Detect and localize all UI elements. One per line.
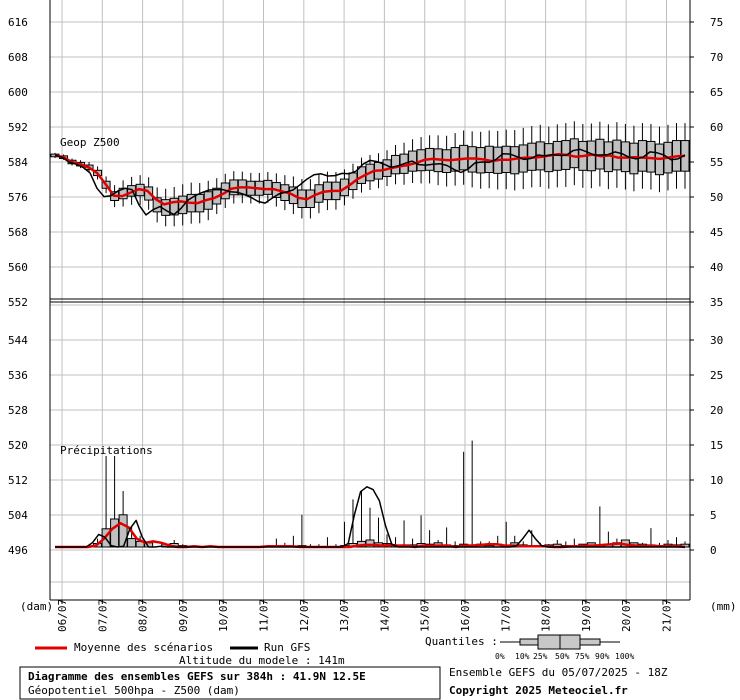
right-tick-label: 25 bbox=[710, 369, 723, 382]
quantile-tick-label: 100% bbox=[615, 652, 634, 661]
legend-mean-label: Moyenne des scénarios bbox=[74, 641, 213, 654]
right-tick-label: 55 bbox=[710, 156, 723, 169]
date-label: 19/07 bbox=[580, 599, 593, 632]
left-tick-label: 560 bbox=[8, 261, 28, 274]
date-axis: 06/07 07/07 08/07 09/07 10/07 11/07 12/07 13/07… bbox=[56, 599, 674, 632]
right-tick-label: 40 bbox=[710, 261, 723, 274]
left-tick-label: 568 bbox=[8, 226, 28, 239]
right-tick-label: 60 bbox=[710, 121, 723, 134]
left-unit: (dam) bbox=[20, 600, 53, 613]
quantile-tick-label: 25% bbox=[533, 652, 548, 661]
plot-area bbox=[50, 0, 690, 600]
left-axis: 616 608 600 592 584 576 568 560 552 544 536 528 520 5… bbox=[8, 16, 28, 557]
left-tick-label: 528 bbox=[8, 404, 28, 417]
precip-box bbox=[110, 518, 120, 548]
right-tick-label: 0 bbox=[710, 544, 717, 557]
left-tick-label: 600 bbox=[8, 86, 28, 99]
right-tick-label: 15 bbox=[710, 439, 723, 452]
left-tick-label: 536 bbox=[8, 369, 28, 382]
left-tick-label: 592 bbox=[8, 121, 28, 134]
precip-gfs-line bbox=[55, 486, 685, 548]
quantile-tick-label: 75% bbox=[575, 652, 590, 661]
quantile-tick-label: 0% bbox=[495, 652, 505, 661]
footer-subtitle: Géopotentiel 500hpa - Z500 (dam) bbox=[28, 684, 240, 697]
z500-box bbox=[391, 154, 401, 175]
copyright: Copyright 2025 Meteociel.fr bbox=[449, 684, 628, 697]
z500-box bbox=[637, 140, 647, 172]
date-label: 18/07 bbox=[540, 599, 553, 632]
z500-box bbox=[161, 199, 171, 216]
ensemble-label: Ensemble GEFS du 05/07/2025 - 18Z bbox=[449, 666, 668, 679]
z500-mean-line bbox=[54, 152, 686, 206]
date-label: 17/07 bbox=[499, 599, 512, 632]
quantile-key: 0% 10% 25% 50% 75% 90% 100% bbox=[495, 634, 634, 661]
footer-title: Diagramme des ensembles GEFS sur 384h : … bbox=[28, 670, 366, 683]
z500-box bbox=[544, 143, 554, 173]
date-label: 10/07 bbox=[217, 599, 230, 632]
z500-box bbox=[152, 197, 162, 213]
geop-label: Geop Z500 bbox=[60, 136, 120, 149]
left-tick-label: 496 bbox=[8, 544, 28, 557]
date-label: 13/07 bbox=[338, 599, 351, 632]
series-lines bbox=[54, 148, 686, 549]
quantile-tick-labels: 0% 10% 25% 50% 75% 90% 100% bbox=[495, 652, 634, 661]
right-tick-label: 20 bbox=[710, 404, 723, 417]
left-tick-label: 512 bbox=[8, 474, 28, 487]
z500-box bbox=[612, 139, 622, 171]
left-tick-label: 576 bbox=[8, 191, 28, 204]
z500-box bbox=[263, 179, 273, 195]
right-tick-label: 45 bbox=[710, 226, 723, 239]
right-tick-label: 5 bbox=[710, 509, 717, 522]
date-label: 08/07 bbox=[137, 599, 150, 632]
altitude-label: Altitude du modele : 141m bbox=[179, 654, 345, 667]
left-tick-label: 584 bbox=[8, 156, 28, 169]
date-label: 20/07 bbox=[620, 599, 633, 632]
right-tick-label: 70 bbox=[710, 51, 723, 64]
legend-gfs-label: Run GFS bbox=[264, 641, 310, 654]
quantiles-label: Quantiles : bbox=[425, 635, 498, 648]
left-tick-label: 544 bbox=[8, 334, 28, 347]
precip-box bbox=[365, 539, 375, 548]
footer-box bbox=[19, 666, 441, 700]
quantile-tick-label: 90% bbox=[595, 652, 610, 661]
precip-box bbox=[127, 538, 137, 548]
left-tick-label: 608 bbox=[8, 51, 28, 64]
z500-gfs-line bbox=[54, 148, 686, 216]
quantile-tick-label: 10% bbox=[515, 652, 530, 661]
right-tick-label: 10 bbox=[710, 474, 723, 487]
quantile-key-outer-high bbox=[579, 638, 601, 646]
date-label: 15/07 bbox=[419, 599, 432, 632]
right-tick-label: 50 bbox=[710, 191, 723, 204]
date-label: 16/07 bbox=[459, 599, 472, 632]
right-tick-label: 75 bbox=[710, 16, 723, 29]
precip-box bbox=[118, 514, 128, 548]
left-tick-label: 520 bbox=[8, 439, 28, 452]
date-label: 07/07 bbox=[96, 599, 109, 632]
quantile-key-box bbox=[537, 634, 581, 650]
quantile-tick-label: 50% bbox=[555, 652, 570, 661]
date-label: 11/07 bbox=[258, 599, 271, 632]
date-label: 14/07 bbox=[378, 599, 391, 632]
date-label: 06/07 bbox=[56, 599, 69, 632]
right-tick-label: 30 bbox=[710, 334, 723, 347]
date-label: 09/07 bbox=[177, 599, 190, 632]
left-tick-label: 552 bbox=[8, 296, 28, 309]
right-tick-label: 35 bbox=[710, 296, 723, 309]
precip-mean-line bbox=[55, 521, 686, 549]
z500-box bbox=[595, 138, 605, 170]
precip-label: Précipitations bbox=[60, 444, 153, 457]
left-tick-label: 504 bbox=[8, 509, 28, 522]
left-tick-label: 616 bbox=[8, 16, 28, 29]
right-unit: (mm) bbox=[710, 600, 737, 613]
z500-box bbox=[569, 138, 579, 169]
quantile-key-outer-low bbox=[519, 638, 539, 646]
date-label: 12/07 bbox=[298, 599, 311, 632]
date-label: 21/07 bbox=[661, 599, 674, 632]
right-tick-label: 65 bbox=[710, 86, 723, 99]
z500-box bbox=[178, 195, 188, 215]
